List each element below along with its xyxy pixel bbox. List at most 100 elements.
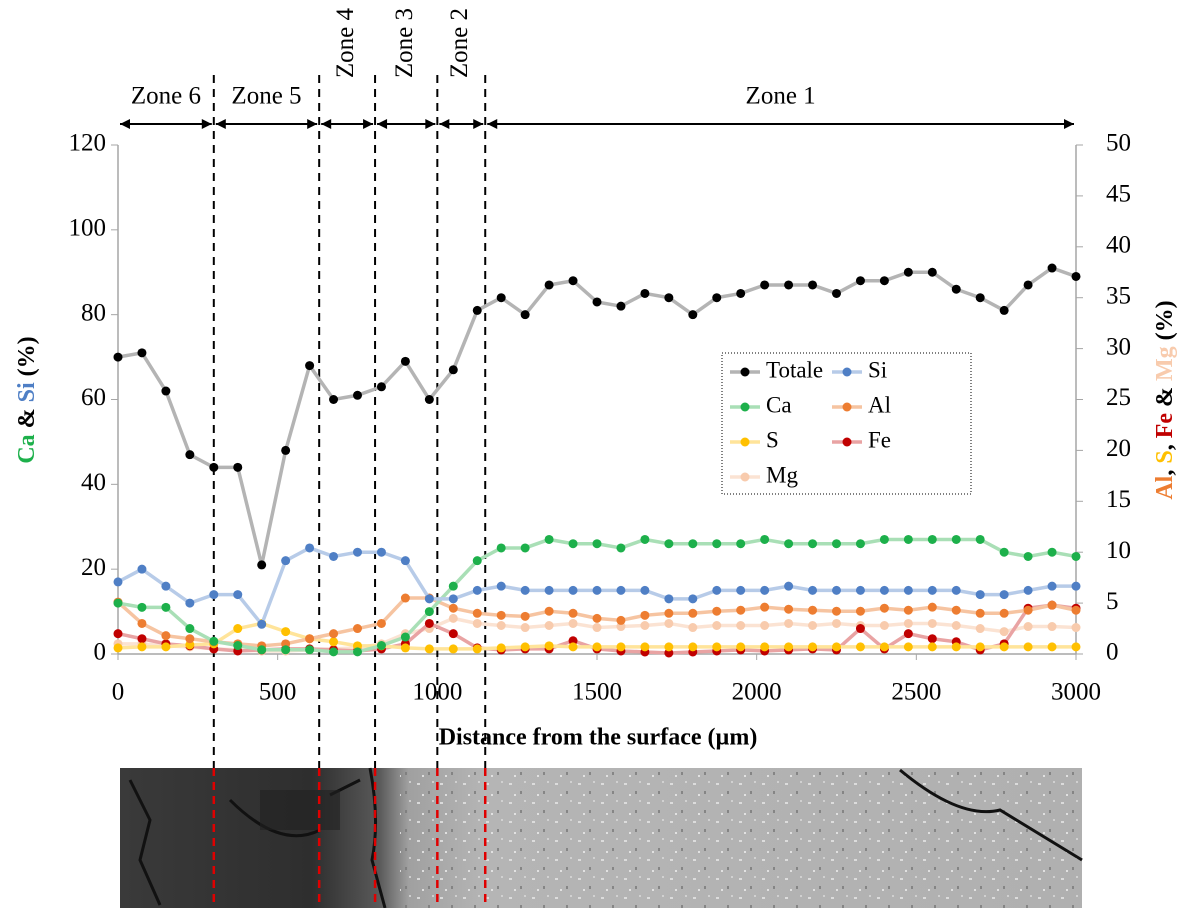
data-point [760, 602, 770, 612]
legend-marker [740, 402, 750, 412]
y2-tick-label: 35 [1106, 282, 1131, 309]
data-point [975, 293, 985, 303]
legend-label: Fe [868, 427, 891, 452]
data-point [1071, 271, 1081, 281]
micrograph-pore [260, 790, 340, 830]
data-point [376, 641, 386, 651]
data-point [161, 631, 171, 641]
data-point [544, 620, 554, 630]
y-tick-label: 120 [69, 130, 107, 157]
data-point [496, 620, 506, 630]
axis-title-part: Al [1152, 475, 1178, 499]
data-point [879, 534, 889, 544]
data-point [736, 539, 746, 549]
data-point [233, 462, 243, 472]
micrograph [120, 767, 1083, 908]
data-point [832, 606, 841, 616]
data-point [832, 288, 841, 298]
data-point [832, 585, 841, 595]
data-point [472, 608, 482, 618]
data-point [640, 610, 650, 620]
legend: Totale Si Ca Al S Fe Mg [730, 357, 891, 487]
data-point [903, 642, 913, 652]
y-tick-label: 40 [81, 469, 106, 496]
data-point [1047, 622, 1057, 632]
data-point [496, 581, 506, 591]
data-point [592, 613, 602, 623]
data-point [472, 644, 482, 654]
data-point [736, 642, 746, 652]
data-point [879, 620, 889, 630]
data-point [736, 288, 746, 298]
legend-box [721, 352, 972, 495]
axis-title-part: , [1152, 438, 1178, 450]
data-point [329, 647, 339, 657]
legend-marker [842, 402, 852, 412]
data-point [1047, 547, 1057, 557]
data-point [784, 618, 794, 628]
data-point [688, 594, 698, 604]
x-axis-title: Distance from the surface (µm) [439, 725, 758, 751]
data-point [137, 634, 147, 644]
data-point [784, 280, 794, 290]
y2-tick-label: 40 [1106, 232, 1131, 259]
data-point [1047, 600, 1057, 610]
data-point [903, 605, 913, 615]
data-point [257, 645, 267, 655]
data-point [424, 395, 434, 404]
data-point [137, 348, 147, 358]
data-point [592, 585, 602, 595]
data-point [903, 629, 913, 639]
data-point [640, 288, 650, 298]
data-point [113, 629, 123, 639]
data-point [544, 641, 554, 651]
data-point [472, 305, 482, 315]
data-point [664, 594, 674, 604]
data-point [640, 620, 650, 630]
data-point [161, 386, 171, 396]
data-point [1023, 280, 1033, 290]
data-point [951, 620, 961, 630]
data-point [688, 623, 698, 633]
data-point [424, 594, 434, 604]
data-point [376, 618, 386, 628]
data-point [903, 534, 913, 544]
data-point [496, 293, 506, 303]
data-point [927, 642, 937, 652]
axis-title-part: & [1152, 381, 1178, 413]
data-point [760, 280, 770, 290]
y2-tick-label: 20 [1106, 435, 1131, 462]
data-point [688, 642, 698, 652]
zone-arrowhead [439, 119, 484, 129]
legend-label: Ca [766, 392, 792, 417]
data-point [808, 539, 818, 549]
data-point [1023, 622, 1033, 632]
data-point [400, 632, 410, 642]
data-point [903, 618, 913, 628]
y2-tick-label: 0 [1106, 639, 1119, 666]
data-point [688, 310, 698, 320]
data-point [592, 642, 602, 652]
data-point [353, 547, 362, 557]
data-point [688, 608, 698, 618]
zone-label: Zone 3 [391, 8, 418, 78]
zone-arrowhead [120, 119, 212, 129]
micrograph-crack [128, 767, 1083, 908]
data-point [161, 642, 171, 652]
data-point [736, 605, 746, 615]
data-point [975, 642, 985, 652]
data-point [927, 585, 937, 595]
data-point [137, 602, 147, 612]
x-tick-label: 3000 [1051, 679, 1101, 706]
axis-title-part: , [1152, 464, 1178, 476]
data-point [209, 462, 219, 472]
data-point [999, 590, 1009, 600]
data-point [855, 642, 865, 652]
data-point [137, 618, 147, 628]
data-point [448, 603, 458, 613]
data-point [879, 603, 889, 613]
legend-marker [740, 367, 750, 377]
x-tick-label: 2000 [732, 679, 782, 706]
data-point [999, 627, 1009, 637]
data-point [760, 585, 770, 595]
